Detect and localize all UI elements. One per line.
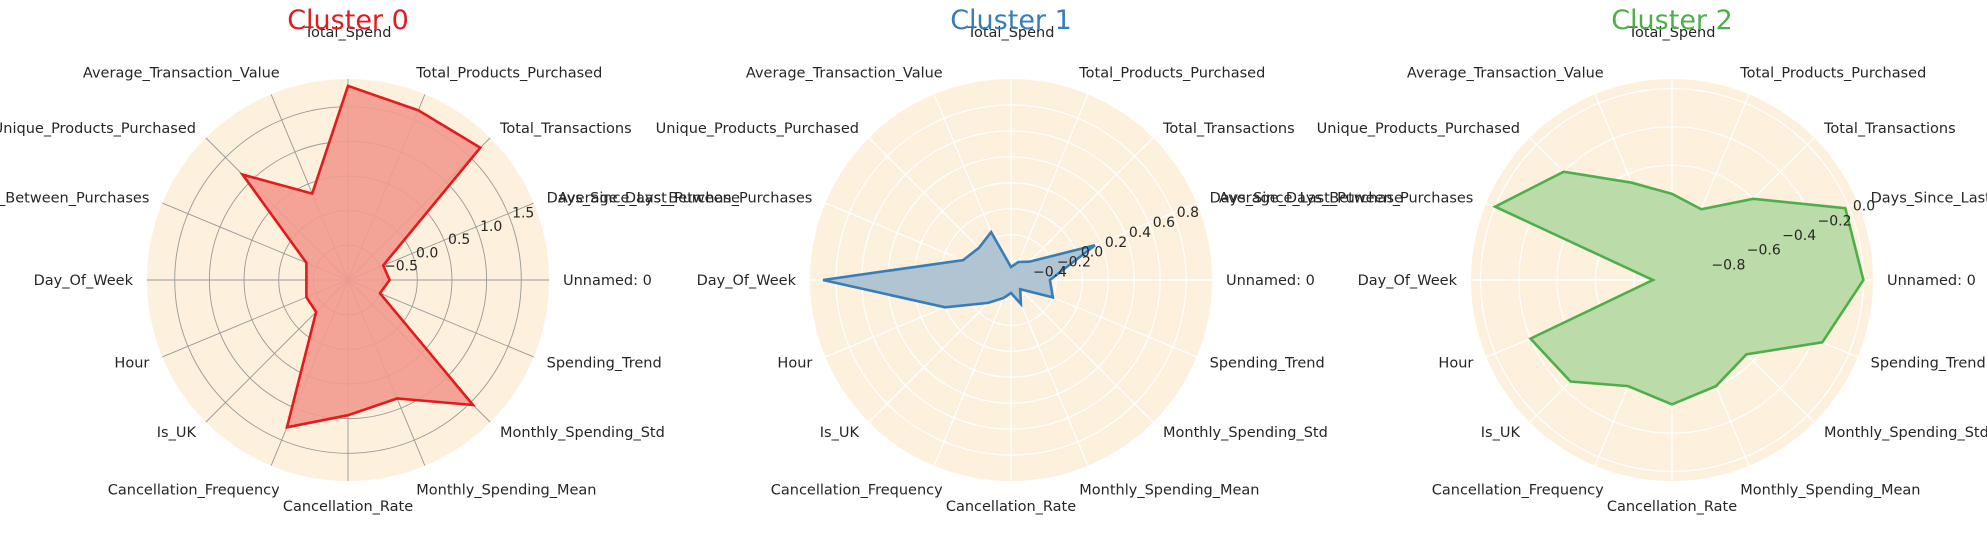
category-label: Average_Transaction_Value bbox=[746, 65, 943, 81]
category-label: Spending_Trend bbox=[547, 355, 662, 371]
category-label: Total_Products_Purchased bbox=[1078, 65, 1265, 81]
category-label: Monthly_Spending_Std bbox=[1824, 425, 1987, 441]
category-label: Is_UK bbox=[157, 425, 197, 441]
radial-tick-label: 0.5 bbox=[448, 232, 470, 248]
category-label: Cancellation_Frequency bbox=[1432, 483, 1604, 499]
category-label: Average_Days_Between_Purchases bbox=[0, 191, 149, 207]
radial-tick-label: 1.0 bbox=[480, 219, 502, 235]
category-label: Is_UK bbox=[1481, 425, 1521, 441]
category-label: Total_Spend bbox=[304, 25, 392, 41]
radar-chart-2: −0.8−0.6−0.4−0.20.0 Unnamed: 0 Days_Since_… bbox=[1219, 5, 1987, 515]
category-label: Average_Days_Between_Purchases bbox=[1219, 191, 1473, 207]
series-area bbox=[822, 229, 1096, 309]
radial-tick-label: −0.4 bbox=[1782, 228, 1816, 244]
category-label: Average_Days_Between_Purchases bbox=[558, 191, 812, 207]
category-label: Hour bbox=[1438, 355, 1473, 371]
category-label: Total_Transactions bbox=[1162, 121, 1295, 137]
category-label: Monthly_Spending_Std bbox=[500, 425, 665, 441]
category-label: Day_Of_Week bbox=[1358, 273, 1458, 289]
chart-title: Cluster 0 bbox=[287, 5, 409, 36]
category-label: Hour bbox=[114, 355, 149, 371]
radial-tick-label: 0.0 bbox=[1853, 199, 1875, 215]
radial-tick-label: −0.5 bbox=[384, 259, 418, 275]
category-label: Unnamed: 0 bbox=[563, 273, 652, 289]
category-label: Total_Spend bbox=[967, 25, 1055, 41]
category-label: Days_Since_Last_Purchase bbox=[547, 191, 740, 207]
category-label: Unique_Products_Purchased bbox=[1317, 121, 1520, 137]
category-label: Unnamed: 0 bbox=[1226, 273, 1315, 289]
category-label: Monthly_Spending_Mean bbox=[1079, 483, 1259, 499]
category-label: Day_Of_Week bbox=[697, 273, 797, 289]
radial-tick-label: 0.0 bbox=[416, 245, 438, 261]
category-label: Spending_Trend bbox=[1210, 355, 1325, 371]
category-label: Days_Since_Last_Purchase bbox=[1210, 191, 1403, 207]
category-label: Cancellation_Rate bbox=[283, 499, 413, 515]
radial-tick-label: 0.0 bbox=[1081, 245, 1103, 261]
radar-chart-1: −0.4−0.20.00.20.40.60.8 Unnamed: 0 Days_Si… bbox=[558, 5, 1403, 515]
radial-tick-label: −0.8 bbox=[1711, 257, 1745, 273]
radial-tick-label: −0.4 bbox=[1033, 265, 1067, 281]
grid-spoke bbox=[933, 279, 1012, 466]
category-label: Total_Products_Purchased bbox=[415, 65, 602, 81]
radial-tick-label: 0.2 bbox=[1105, 235, 1127, 251]
radial-tick-label: −0.2 bbox=[1057, 255, 1091, 271]
category-label: Unique_Products_Purchased bbox=[0, 121, 196, 137]
category-label: Unnamed: 0 bbox=[1887, 273, 1976, 289]
radial-tick-label: 1.5 bbox=[512, 206, 534, 222]
category-label: Day_Of_Week bbox=[34, 273, 134, 289]
category-label: Is_UK bbox=[820, 425, 860, 441]
category-label: Unique_Products_Purchased bbox=[656, 121, 859, 137]
category-label: Hour bbox=[777, 355, 812, 371]
series-area bbox=[239, 84, 483, 429]
category-label: Spending_Trend bbox=[1871, 355, 1986, 371]
radial-tick-label: 0.6 bbox=[1153, 215, 1175, 231]
grid-spoke bbox=[1010, 279, 1154, 423]
radial-tick-label: 0.8 bbox=[1177, 205, 1199, 221]
grid-spoke bbox=[1010, 94, 1089, 281]
series-area bbox=[1492, 170, 1865, 406]
category-label: Total_Products_Purchased bbox=[1739, 65, 1926, 81]
radial-tick-label: −0.6 bbox=[1747, 243, 1781, 259]
category-label: Days_Since_Last_Purchase bbox=[1871, 191, 1987, 207]
category-label: Total_Spend bbox=[1628, 25, 1716, 41]
category-label: Total_Transactions bbox=[499, 121, 632, 137]
category-label: Cancellation_Rate bbox=[1607, 499, 1737, 515]
chart-title: Cluster 2 bbox=[1611, 5, 1733, 36]
radar-chart-0: −0.50.0 0.5 1.0 1.5 Unnamed: 0 Days_Since_Las… bbox=[0, 5, 740, 515]
category-label: Average_Transaction_Value bbox=[83, 65, 280, 81]
category-label: Monthly_Spending_Std bbox=[1163, 425, 1328, 441]
grid-spoke bbox=[1010, 279, 1089, 466]
category-label: Total_Transactions bbox=[1823, 121, 1956, 137]
category-label: Monthly_Spending_Mean bbox=[416, 483, 596, 499]
category-label: Average_Transaction_Value bbox=[1407, 65, 1604, 81]
radial-tick-label: 0.4 bbox=[1129, 225, 1151, 241]
chart-title: Cluster 1 bbox=[950, 5, 1072, 36]
category-label: Cancellation_Rate bbox=[946, 499, 1076, 515]
radial-tick-label: −0.2 bbox=[1817, 213, 1851, 229]
grid-spoke bbox=[1010, 137, 1154, 281]
category-label: Monthly_Spending_Mean bbox=[1740, 483, 1920, 499]
category-label: Cancellation_Frequency bbox=[771, 483, 943, 499]
category-label: Cancellation_Frequency bbox=[108, 483, 280, 499]
